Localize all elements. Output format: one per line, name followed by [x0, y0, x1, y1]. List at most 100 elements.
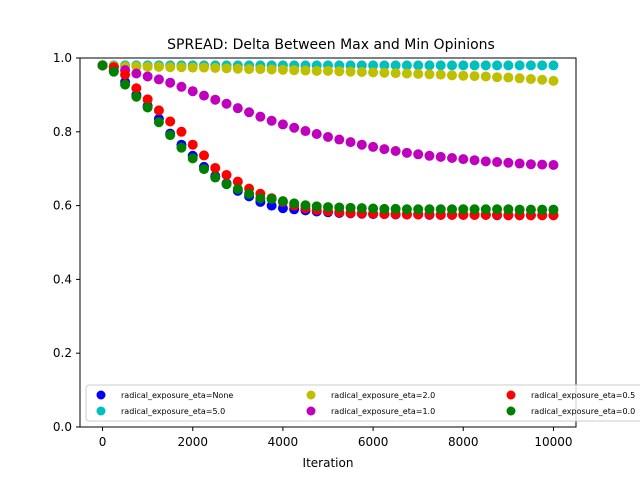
- y-tick-label: 1.0: [53, 51, 72, 65]
- data-point: [413, 68, 424, 79]
- data-point: [469, 60, 480, 71]
- data-point: [379, 203, 390, 214]
- data-point: [176, 142, 187, 153]
- data-point: [514, 158, 525, 169]
- data-point: [221, 179, 232, 190]
- data-point: [424, 69, 435, 80]
- data-point: [142, 71, 153, 82]
- data-point: [142, 102, 153, 113]
- x-tick-label: 8000: [448, 435, 479, 449]
- data-point: [435, 204, 446, 215]
- data-point: [458, 204, 469, 215]
- legend-label: radical_exposure_eta=1.0: [331, 407, 435, 416]
- data-point: [537, 74, 548, 85]
- legend-marker: [306, 390, 316, 400]
- data-point: [244, 64, 255, 75]
- data-point: [469, 155, 480, 166]
- legend-marker: [506, 390, 516, 400]
- legend-entry: radical_exposure_eta=None: [96, 390, 233, 400]
- data-point: [311, 65, 322, 76]
- data-point: [525, 74, 536, 85]
- data-point: [548, 204, 559, 215]
- data-point: [345, 137, 356, 148]
- data-point: [311, 201, 322, 212]
- data-point: [356, 67, 367, 78]
- chart-title: SPREAD: Delta Between Max and Min Opinio…: [167, 37, 495, 53]
- data-point: [548, 60, 559, 71]
- data-point: [413, 204, 424, 215]
- legend-entry: radical_exposure_eta=2.0: [306, 390, 435, 400]
- data-point: [447, 152, 457, 163]
- data-point: [266, 64, 277, 75]
- data-point: [503, 72, 514, 83]
- data-point: [176, 126, 187, 137]
- data-point: [199, 90, 209, 101]
- data-point: [153, 61, 164, 72]
- series-3: [97, 60, 559, 171]
- data-point: [187, 153, 198, 164]
- data-point: [221, 98, 232, 109]
- data-point: [390, 203, 401, 214]
- legend-label: radical_exposure_eta=0.0: [531, 407, 635, 416]
- data-point: [424, 150, 435, 161]
- data-point: [210, 62, 221, 73]
- data-point: [165, 130, 176, 141]
- data-point: [199, 150, 209, 161]
- data-point: [131, 91, 142, 102]
- legend-label: radical_exposure_eta=5.0: [121, 407, 225, 416]
- data-point: [390, 145, 401, 156]
- data-point: [424, 204, 435, 215]
- data-point: [266, 193, 277, 204]
- data-point: [142, 94, 153, 105]
- data-point: [210, 162, 221, 173]
- data-point: [311, 129, 322, 140]
- y-tick-label: 0.2: [53, 346, 72, 360]
- data-point: [401, 204, 412, 215]
- data-point: [390, 60, 401, 71]
- data-point: [514, 204, 525, 215]
- data-point: [221, 169, 232, 180]
- data-point: [131, 83, 142, 94]
- data-point: [334, 134, 345, 145]
- plot-frame: [79, 57, 577, 428]
- data-point: [255, 64, 266, 75]
- data-point: [525, 204, 536, 215]
- legend-label: radical_exposure_eta=None: [121, 391, 233, 400]
- data-point: [165, 116, 176, 127]
- data-point: [277, 196, 288, 207]
- data-point: [187, 62, 198, 73]
- data-point: [492, 72, 503, 83]
- data-point: [368, 67, 379, 78]
- data-point: [548, 160, 559, 171]
- legend-entry: radical_exposure_eta=1.0: [306, 406, 435, 416]
- data-point: [97, 60, 108, 71]
- legend: radical_exposure_eta=None radical_exposur…: [85, 384, 640, 422]
- data-point: [300, 200, 311, 211]
- data-point: [492, 157, 503, 168]
- data-point: [368, 60, 379, 71]
- legend-entry: radical_exposure_eta=5.0: [96, 406, 225, 416]
- data-point: [503, 60, 514, 71]
- data-point: [120, 79, 131, 90]
- data-point: [447, 70, 457, 81]
- data-point: [435, 151, 446, 162]
- data-point: [356, 203, 367, 214]
- data-point: [187, 139, 198, 150]
- data-point: [379, 144, 390, 155]
- data-point: [232, 183, 243, 194]
- data-point: [165, 77, 176, 88]
- data-point: [176, 81, 187, 92]
- data-point: [401, 147, 412, 158]
- data-point: [300, 65, 311, 76]
- data-point: [120, 69, 131, 80]
- data-point: [323, 202, 333, 213]
- data-point: [458, 70, 469, 81]
- data-point: [480, 156, 491, 167]
- data-point: [401, 68, 412, 79]
- data-point: [153, 105, 164, 116]
- data-point: [345, 202, 356, 213]
- data-point: [244, 188, 255, 199]
- legend-box: [85, 384, 640, 422]
- data-point: [232, 176, 243, 187]
- data-point: [548, 75, 559, 86]
